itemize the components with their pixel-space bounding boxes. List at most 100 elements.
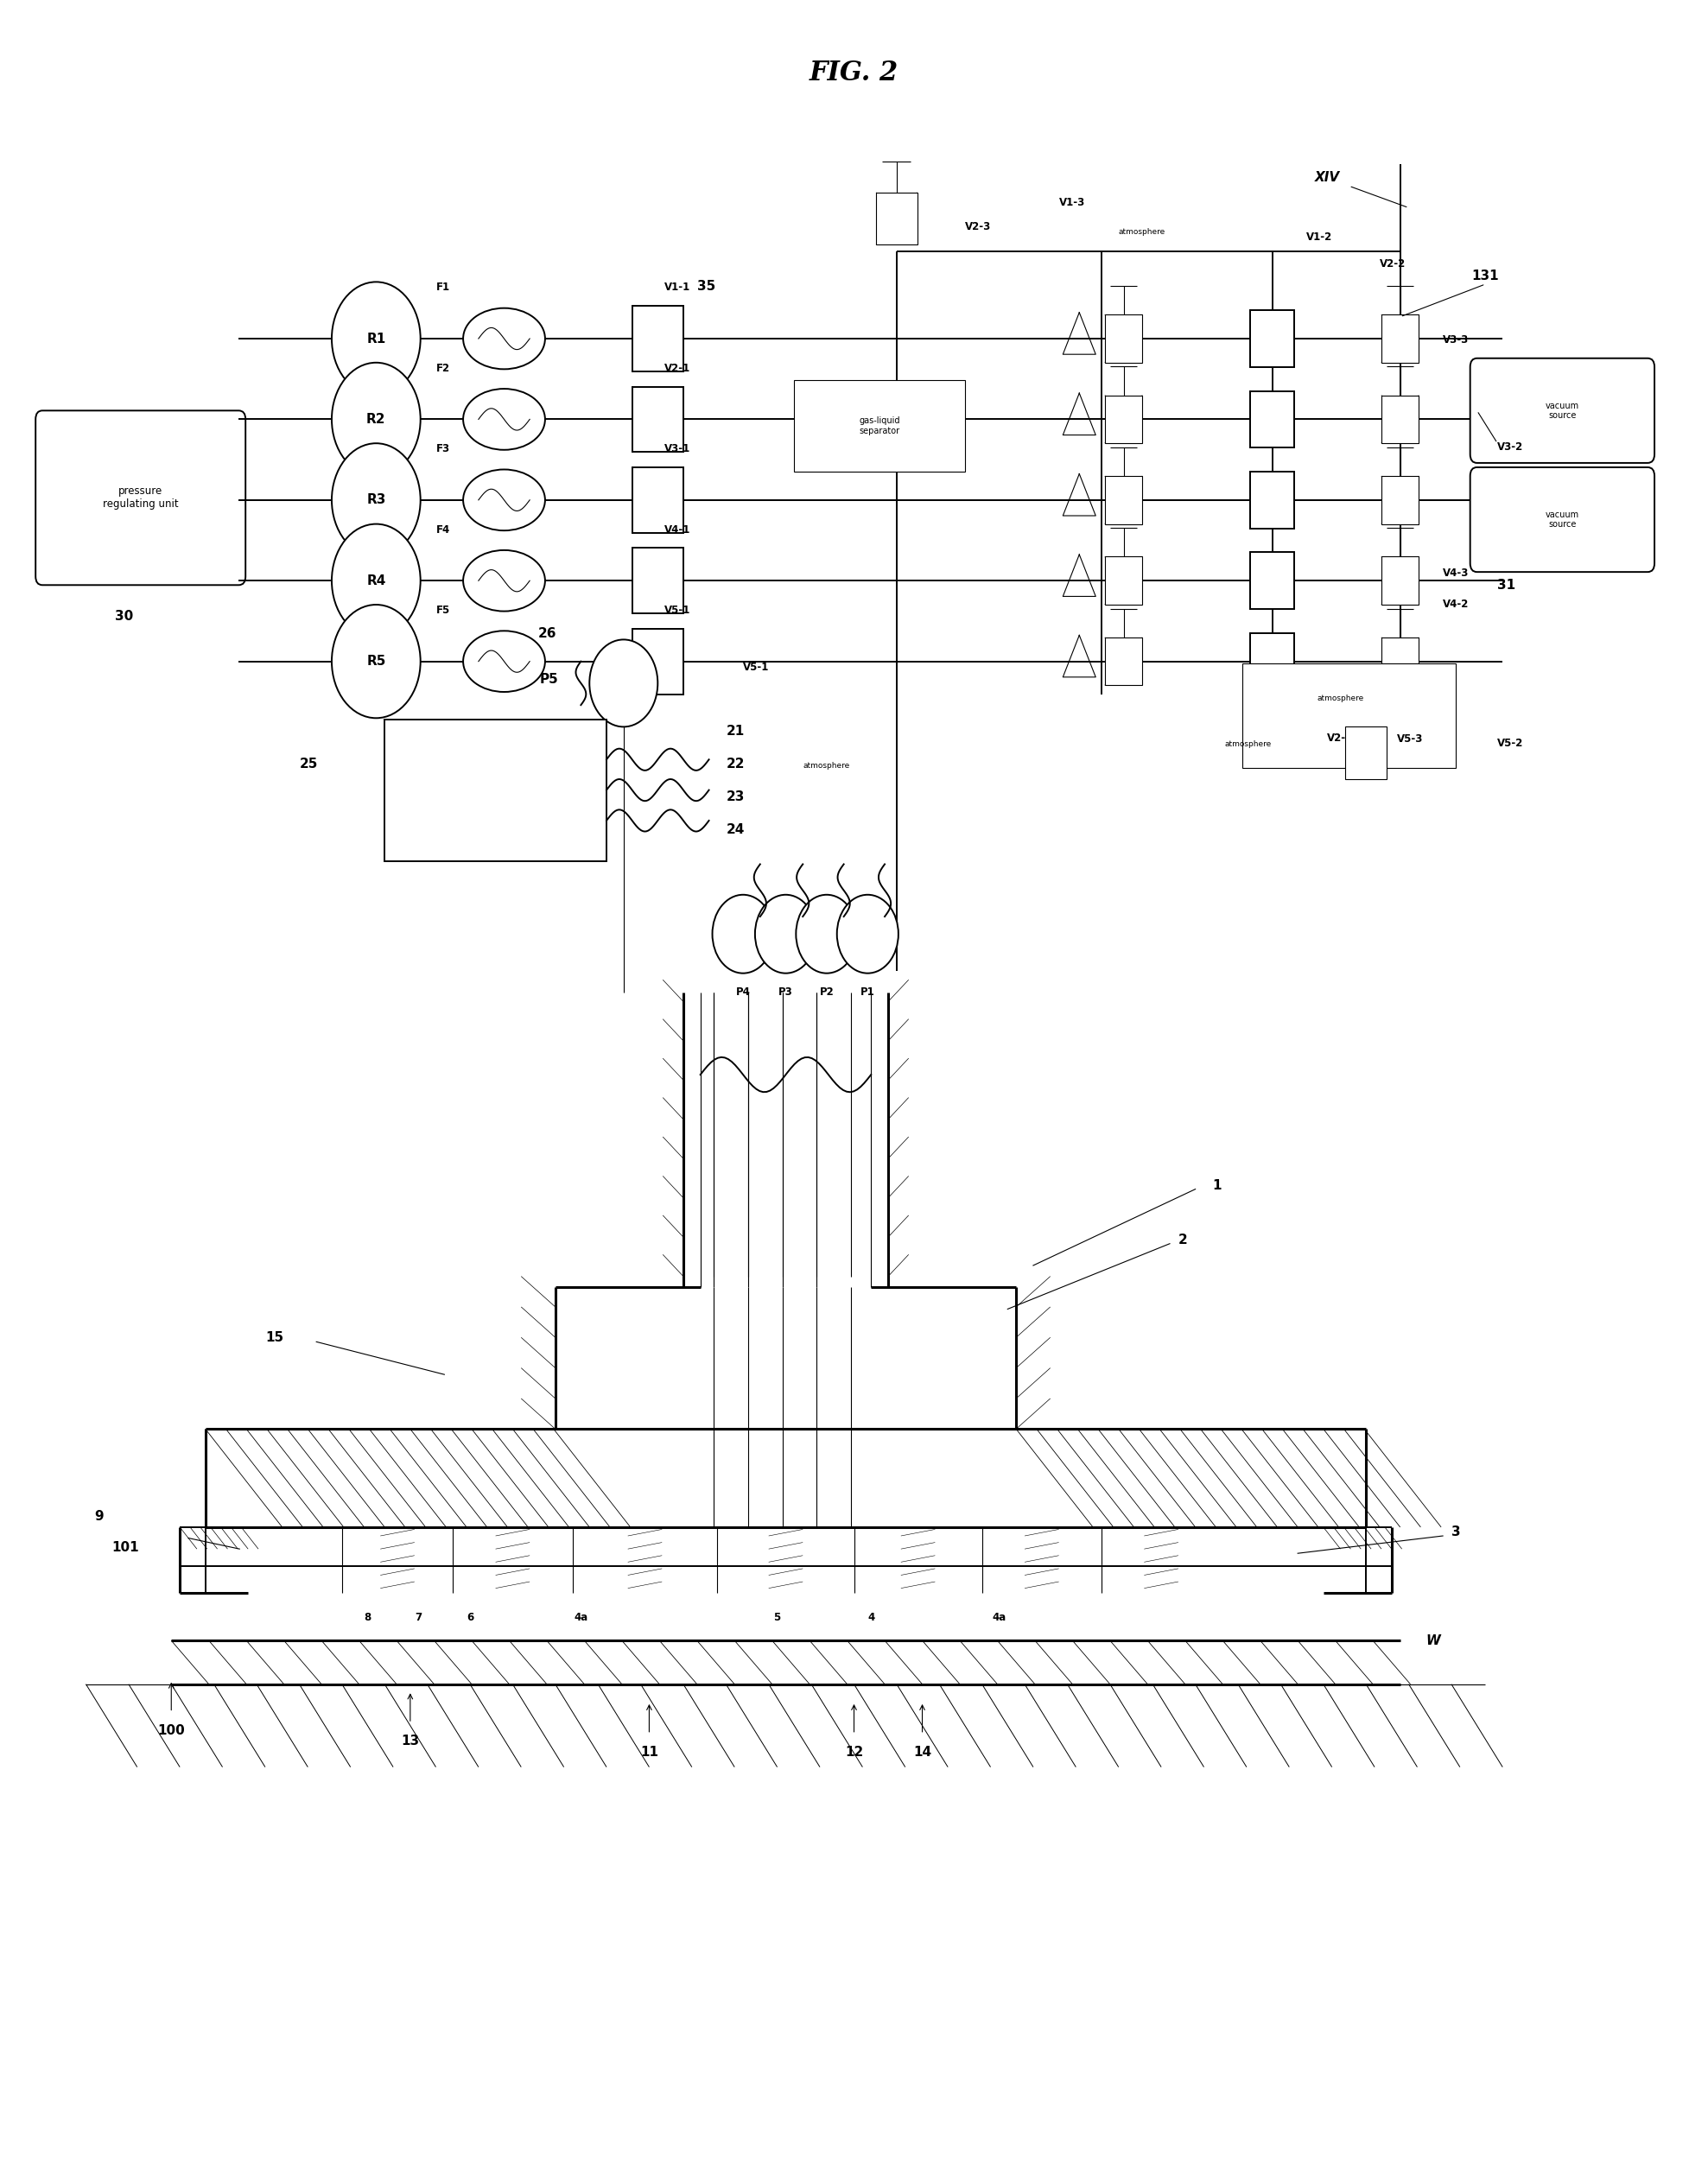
- Text: V5-1: V5-1: [664, 604, 690, 615]
- Text: 6: 6: [466, 1612, 473, 1623]
- Text: 13: 13: [401, 1735, 420, 1748]
- Circle shape: [331, 281, 420, 395]
- Text: V4-1: V4-1: [664, 524, 690, 535]
- Text: 24: 24: [726, 823, 745, 836]
- Text: 11: 11: [640, 1746, 658, 1759]
- Text: V2-3: V2-3: [965, 220, 991, 231]
- Text: 31: 31: [1498, 578, 1515, 591]
- Text: 5: 5: [774, 1612, 781, 1623]
- Bar: [1382, 476, 1419, 524]
- Bar: [632, 548, 683, 613]
- Text: FIG. 2: FIG. 2: [810, 59, 898, 85]
- Bar: [1346, 727, 1387, 779]
- Text: V1-1: V1-1: [664, 281, 690, 292]
- Text: 26: 26: [538, 626, 557, 639]
- Bar: [632, 305, 683, 371]
- Text: 21: 21: [726, 724, 745, 738]
- Bar: [632, 628, 683, 694]
- Text: P5: P5: [540, 672, 559, 685]
- Text: V2-3: V2-3: [1327, 733, 1353, 744]
- Text: V2-2: V2-2: [1380, 257, 1406, 268]
- Bar: [1250, 552, 1295, 609]
- Text: F4: F4: [436, 524, 449, 535]
- Bar: [1242, 663, 1455, 768]
- Text: R1: R1: [367, 332, 386, 345]
- Text: 25: 25: [299, 757, 318, 770]
- Bar: [1250, 471, 1295, 528]
- Text: P3: P3: [779, 986, 793, 997]
- Text: XIV: XIV: [1315, 170, 1341, 183]
- Bar: [1105, 476, 1143, 524]
- Bar: [1250, 310, 1295, 367]
- Bar: [1105, 395, 1143, 443]
- Text: P2: P2: [820, 986, 834, 997]
- Circle shape: [712, 895, 774, 973]
- Text: atmosphere: atmosphere: [1119, 227, 1165, 236]
- Bar: [384, 720, 606, 862]
- Text: 22: 22: [726, 757, 745, 770]
- Text: P4: P4: [736, 986, 750, 997]
- Text: 7: 7: [415, 1612, 422, 1623]
- Circle shape: [331, 524, 420, 637]
- Ellipse shape: [463, 469, 545, 530]
- Text: V4-2: V4-2: [1443, 598, 1469, 609]
- Circle shape: [796, 895, 857, 973]
- Text: 8: 8: [364, 1612, 371, 1623]
- Text: V1-2: V1-2: [1307, 231, 1332, 242]
- Text: atmosphere: atmosphere: [803, 762, 849, 770]
- Bar: [1250, 633, 1295, 690]
- Text: 23: 23: [726, 790, 745, 803]
- Text: F1: F1: [436, 281, 449, 292]
- Circle shape: [589, 639, 658, 727]
- Bar: [1105, 637, 1143, 685]
- Circle shape: [331, 362, 420, 476]
- Text: 2: 2: [1179, 1233, 1187, 1246]
- Bar: [1105, 556, 1143, 604]
- Circle shape: [331, 604, 420, 718]
- Text: 4a: 4a: [992, 1612, 1006, 1623]
- Text: R5: R5: [367, 655, 386, 668]
- Text: V3-2: V3-2: [1498, 441, 1524, 452]
- Text: F5: F5: [436, 604, 449, 615]
- Text: R4: R4: [367, 574, 386, 587]
- Bar: [632, 467, 683, 532]
- Text: vacuum
source: vacuum source: [1546, 511, 1580, 528]
- Bar: [1105, 314, 1143, 362]
- Text: V5-3: V5-3: [1397, 733, 1423, 744]
- Text: 101: 101: [111, 1540, 138, 1554]
- Text: 3: 3: [1452, 1525, 1460, 1538]
- Text: 15: 15: [265, 1331, 284, 1344]
- Text: vacuum
source: vacuum source: [1546, 401, 1580, 419]
- Text: gas-liquid
separator: gas-liquid separator: [859, 417, 900, 434]
- Text: 30: 30: [114, 609, 133, 622]
- Text: F3: F3: [436, 443, 449, 454]
- Text: 9: 9: [94, 1510, 104, 1523]
- Bar: [876, 192, 917, 244]
- Text: 4: 4: [868, 1612, 874, 1623]
- Bar: [1382, 314, 1419, 362]
- Text: W: W: [1426, 1634, 1440, 1647]
- Ellipse shape: [463, 388, 545, 449]
- Ellipse shape: [463, 550, 545, 611]
- Ellipse shape: [463, 308, 545, 369]
- Circle shape: [331, 443, 420, 556]
- Text: V3-1: V3-1: [664, 443, 690, 454]
- Text: V5-2: V5-2: [1498, 738, 1524, 748]
- Text: V2-1: V2-1: [664, 362, 690, 373]
- Text: 131: 131: [1472, 268, 1500, 281]
- Bar: [632, 386, 683, 452]
- Text: 1: 1: [1213, 1178, 1221, 1191]
- Text: atmosphere: atmosphere: [1317, 694, 1365, 703]
- Text: V4-3: V4-3: [1443, 567, 1469, 578]
- Text: V1-3: V1-3: [1059, 196, 1085, 207]
- Bar: [1382, 637, 1419, 685]
- Circle shape: [755, 895, 816, 973]
- Text: atmosphere: atmosphere: [1225, 740, 1271, 748]
- FancyBboxPatch shape: [1471, 358, 1655, 463]
- Text: V3-3: V3-3: [1443, 334, 1469, 345]
- Text: P1: P1: [861, 986, 874, 997]
- Text: 14: 14: [914, 1746, 931, 1759]
- Bar: [1382, 556, 1419, 604]
- Circle shape: [837, 895, 898, 973]
- Text: 12: 12: [845, 1746, 863, 1759]
